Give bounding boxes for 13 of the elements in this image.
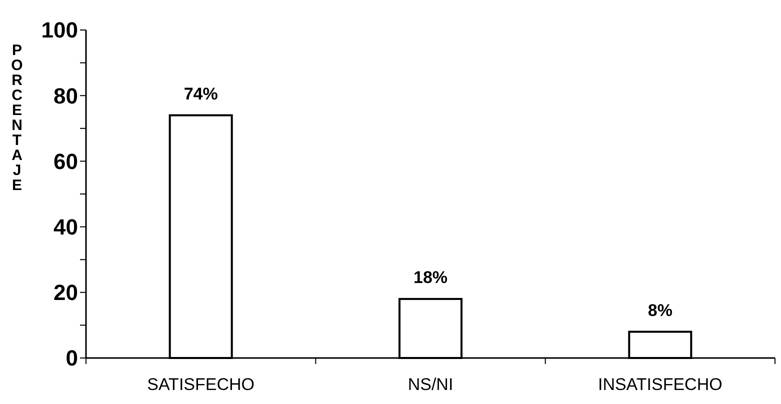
y-tick-label: 0 [66, 346, 78, 371]
data-label: 74% [184, 84, 218, 104]
text: PORCENTAJE [11, 42, 23, 194]
data-label: 8% [648, 300, 672, 320]
x-tick-label: SATISFECHO [147, 375, 255, 394]
y-tick-label: 20 [54, 280, 78, 306]
y-tick-label: 40 [54, 214, 78, 240]
y-tick-label: 100 [41, 18, 78, 43]
x-tick-label: NS/NI [408, 375, 454, 394]
data-label: 18% [413, 268, 448, 287]
x-tick-label: INSATISFECHO [598, 375, 722, 394]
y-tick-label: 60 [54, 148, 78, 174]
y-tick-label: 80 [54, 83, 78, 108]
